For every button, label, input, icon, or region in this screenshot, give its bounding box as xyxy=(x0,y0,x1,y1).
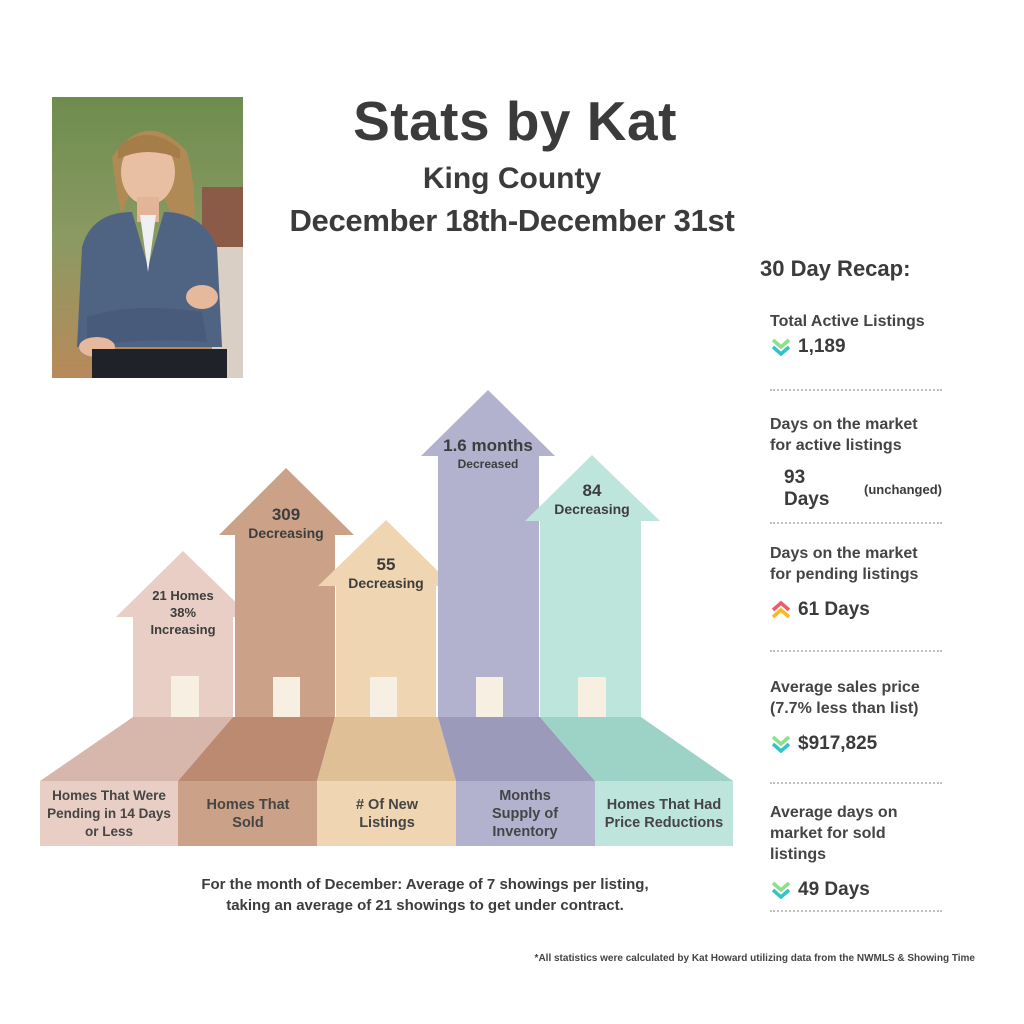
market-infographic: 21 Homes 38% Increasing 309 Decreasing 5… xyxy=(0,380,760,860)
label-new-listings: # Of New Listings xyxy=(355,796,419,831)
agent-photo xyxy=(52,97,243,378)
door-icon xyxy=(370,677,397,717)
label-pending: Homes That Were Pending in 14 Days or Le… xyxy=(47,787,171,839)
divider xyxy=(770,522,942,524)
arrow-pending xyxy=(116,551,251,717)
recap-item-avg-price: Average sales price (7.7% less than list… xyxy=(770,679,920,754)
divider xyxy=(770,650,942,652)
pending-stat: 21 Homes 38% Increasing xyxy=(150,588,216,637)
date-range: December 18th-December 31st xyxy=(289,203,735,238)
sold-stat: 309 Decreasing xyxy=(248,505,324,541)
months-supply-stat: 1.6 months Decreased xyxy=(443,436,533,471)
label-months-supply: Months Supply of Inventory xyxy=(491,787,559,840)
door-icon xyxy=(273,677,300,717)
footnote: *All statistics were calculated by Kat H… xyxy=(534,953,975,964)
region-subtitle: King County xyxy=(422,162,602,195)
door-icon xyxy=(578,677,606,717)
door-icon xyxy=(476,677,503,717)
door-icon xyxy=(171,676,199,717)
trend-down-icon xyxy=(771,881,791,900)
page-title: Stats by Kat xyxy=(353,90,677,152)
arrow-new-listings xyxy=(318,520,453,717)
trend-down-icon xyxy=(771,735,791,754)
trend-up-icon xyxy=(771,600,791,619)
recap-item-pending-dom: Days on the market for pending listings … xyxy=(770,545,919,620)
recap-item-active-listings: Total Active Listings 1,189 xyxy=(770,313,925,357)
december-summary: For the month of December: Average of 7 … xyxy=(201,876,649,914)
arrow-price-reductions xyxy=(525,455,660,717)
recap-item-sold-dom: Average days on market for sold listings… xyxy=(770,804,898,900)
new-listings-stat: 55 Decreasing xyxy=(348,555,424,591)
arrow-months-supply xyxy=(421,390,555,717)
divider xyxy=(770,782,942,784)
label-price-reductions: Homes That Had Price Reductions xyxy=(604,796,724,831)
recap-item-active-dom: Days on the market for active listings 9… xyxy=(770,416,942,510)
trend-down-icon xyxy=(771,338,791,357)
price-reductions-stat: 84 Decreasing xyxy=(554,481,630,517)
recap-title: 30 Day Recap: xyxy=(760,256,911,281)
arrow-sold xyxy=(219,468,354,717)
label-sold: Homes That Sold xyxy=(206,796,290,831)
divider xyxy=(770,910,942,912)
divider xyxy=(770,389,942,391)
